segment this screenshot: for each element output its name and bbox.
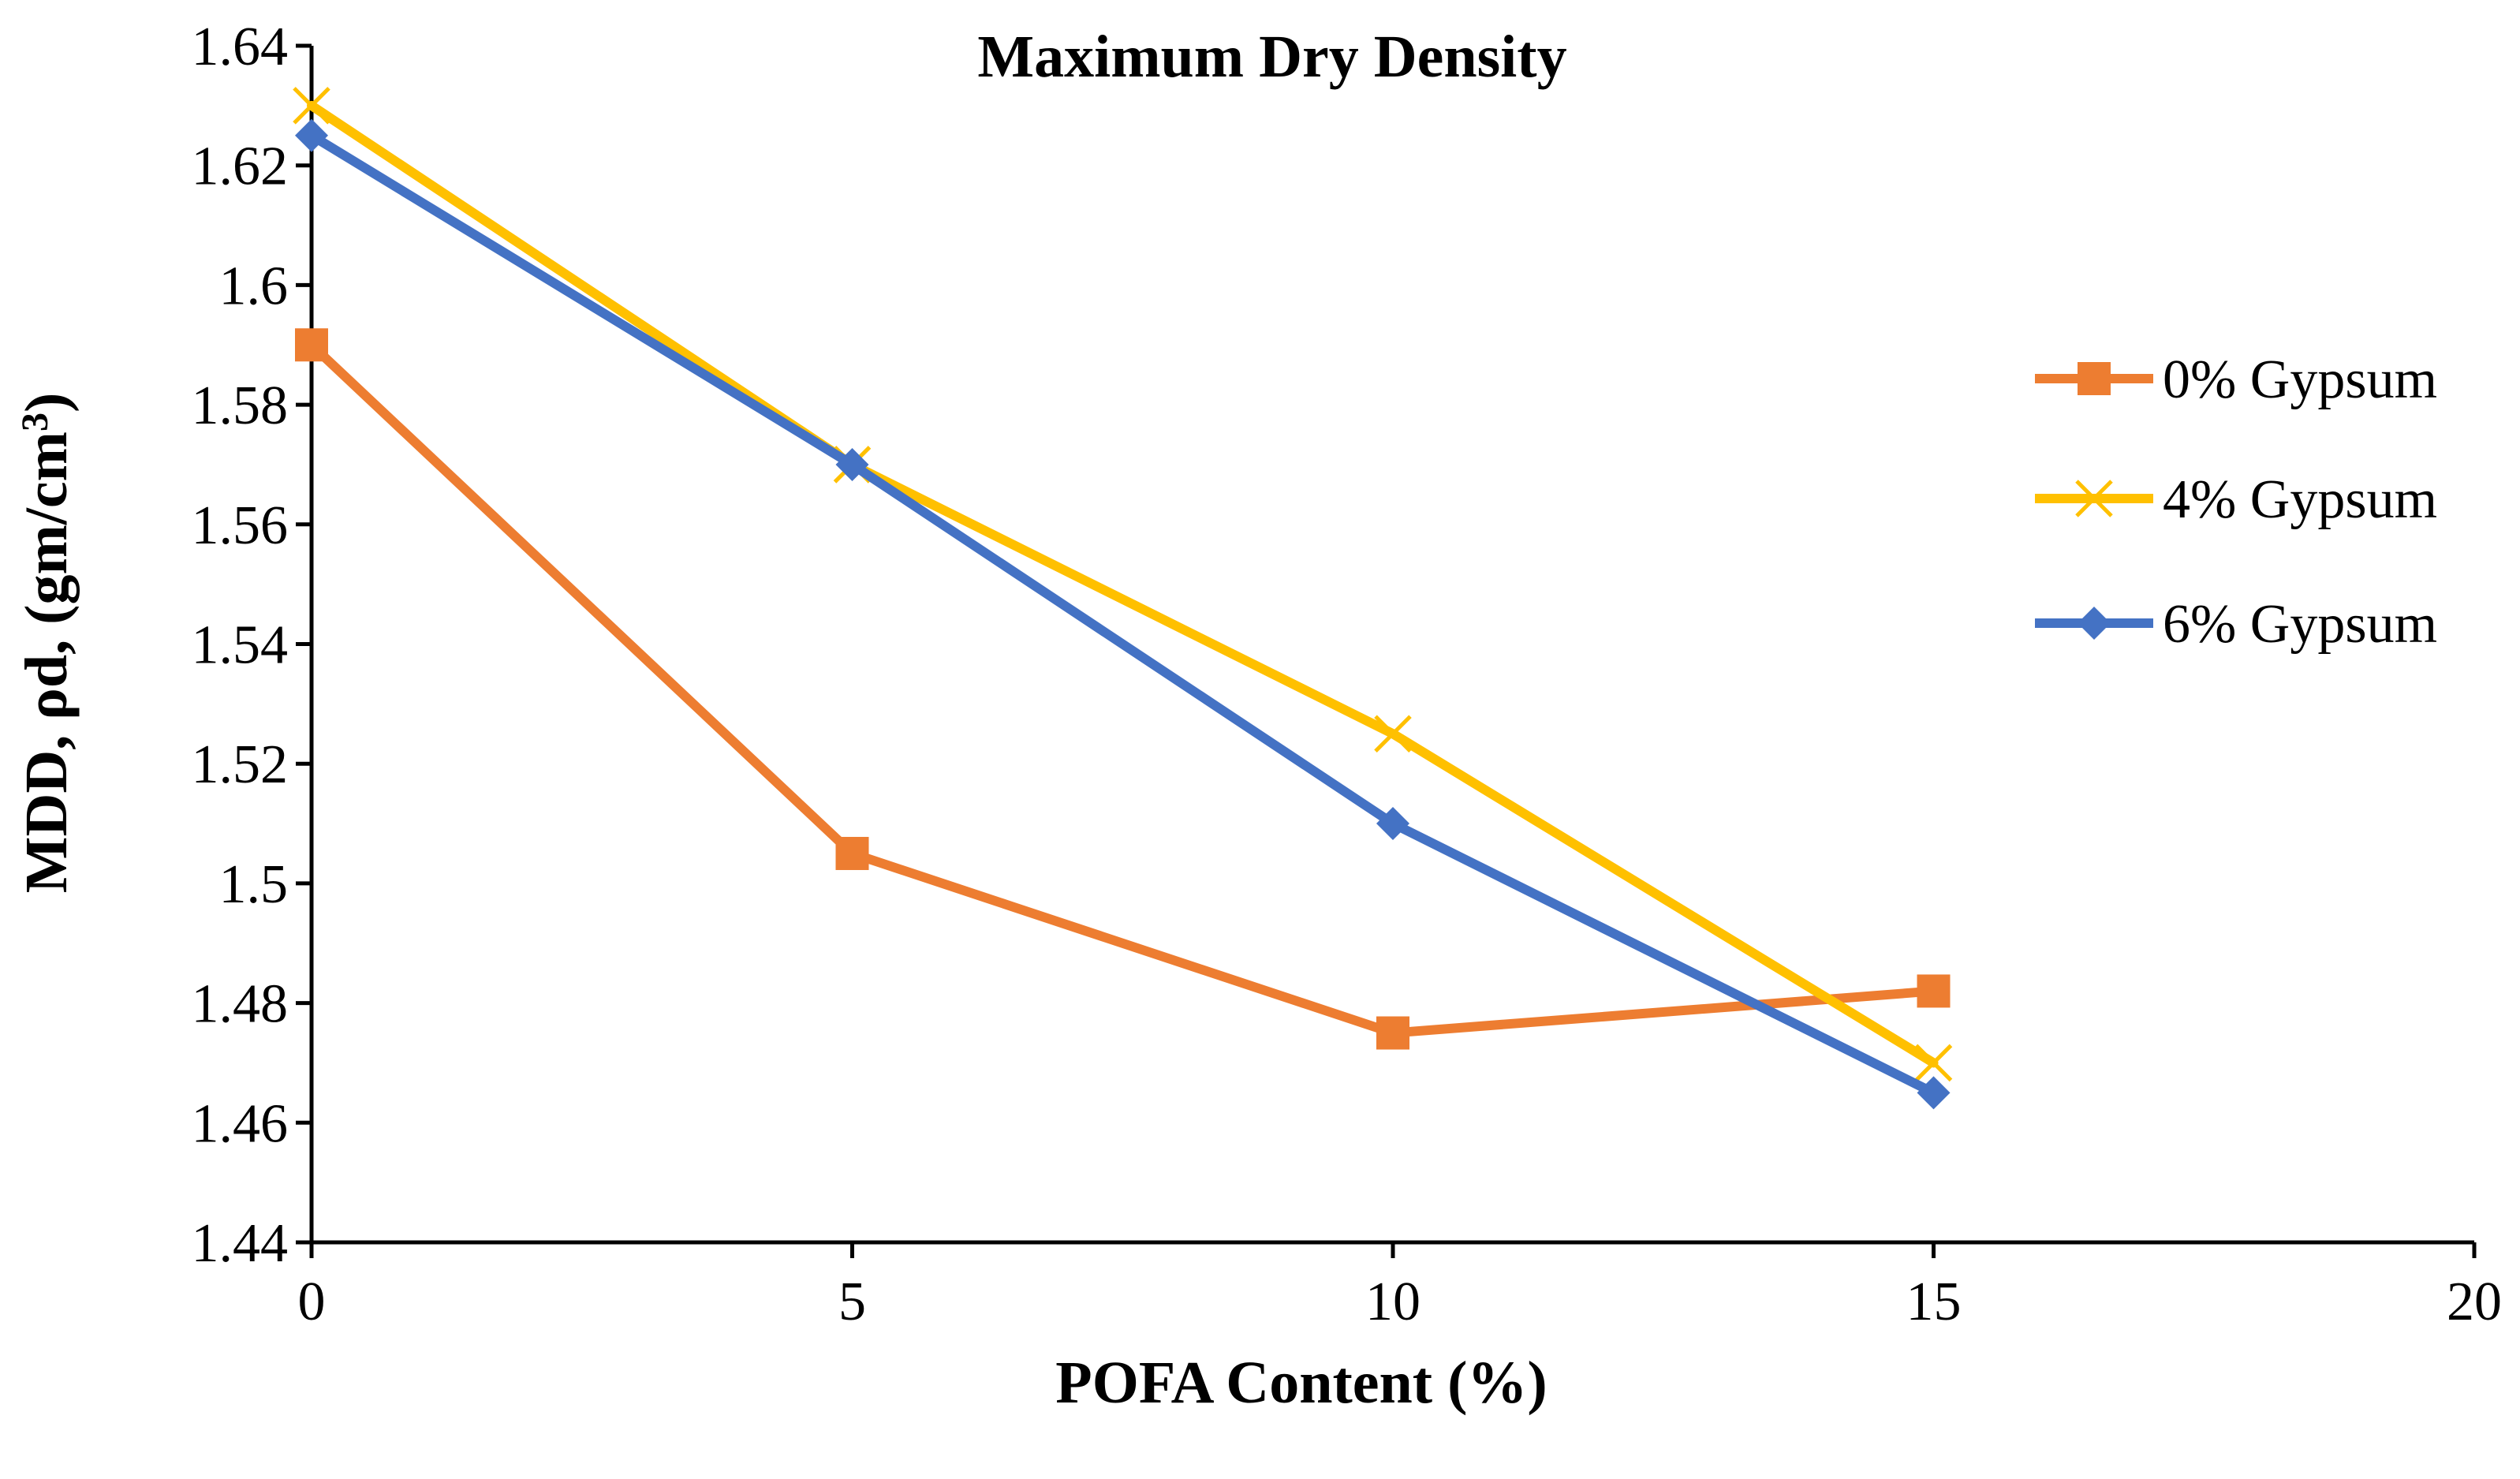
- legend-item: 0% Gypsum: [2035, 349, 2437, 410]
- series-line: [307, 340, 1939, 1038]
- legend-item: 6% Gypsum: [2035, 594, 2437, 655]
- data-point: [1374, 715, 1412, 753]
- series-1: [293, 87, 1953, 1082]
- series-line: [307, 130, 1939, 1098]
- legend-item: 4% Gypsum: [2035, 469, 2437, 530]
- data-point: [295, 328, 328, 362]
- data-point: [295, 118, 328, 152]
- y-axis-title-superscript: 3: [14, 413, 56, 431]
- series-group: [293, 87, 1953, 1110]
- data-point: [1917, 1076, 1951, 1110]
- x-axis-title: POFA Content (%): [1055, 1350, 1547, 1416]
- y-tick-label: 1.46: [192, 1093, 289, 1154]
- y-tick-label: 1.6: [219, 256, 289, 316]
- y-axis-title-main: MDD, ρd, (gm/cm: [13, 431, 80, 893]
- legend-marker: [2078, 362, 2111, 395]
- y-tick-label: 1.44: [192, 1213, 289, 1274]
- legend-label: 4% Gypsum: [2163, 469, 2437, 530]
- y-tick-label: 1.64: [192, 17, 289, 77]
- x-tick-label: 5: [838, 1272, 866, 1332]
- x-axis-ticks: 0 5 10 15 20: [298, 1242, 2502, 1332]
- data-point: [835, 836, 869, 870]
- x-tick-label: 15: [1906, 1272, 1962, 1332]
- y-tick-label: 1.5: [219, 854, 289, 915]
- x-tick-label: 10: [1365, 1272, 1421, 1332]
- legend-marker: [2078, 607, 2111, 640]
- data-point: [1917, 974, 1951, 1008]
- y-tick-label: 1.56: [192, 495, 289, 556]
- series-2: [295, 118, 1951, 1110]
- legend-marker: [2075, 480, 2113, 517]
- series-line: [307, 100, 1939, 1068]
- data-point: [835, 447, 869, 481]
- y-tick-label: 1.48: [192, 974, 289, 1035]
- chart-title: Maximum Dry Density: [977, 24, 1566, 90]
- data-point: [293, 87, 330, 125]
- data-point: [1914, 1044, 1953, 1082]
- x-tick-label: 0: [298, 1272, 326, 1332]
- legend: 0% Gypsum 4% Gypsum 6% Gypsum: [2035, 349, 2437, 655]
- data-point: [1376, 807, 1409, 841]
- y-tick-label: 1.62: [192, 136, 289, 197]
- y-tick-label: 1.58: [192, 375, 289, 436]
- y-tick-label: 1.52: [192, 734, 289, 795]
- data-point: [1376, 1016, 1409, 1050]
- y-axis-ticks: 1.44 1.46 1.48 1.5 1.52 1.54 1.56 1.58 1.6 1.62 1.…: [192, 17, 312, 1274]
- legend-label: 6% Gypsum: [2163, 594, 2437, 655]
- y-tick-label: 1.54: [192, 615, 289, 676]
- y-axis-title: MDD, ρd, (gm/cm3): [13, 393, 80, 894]
- series-0: [295, 328, 1951, 1050]
- legend-label: 0% Gypsum: [2163, 349, 2437, 410]
- x-tick-label: 20: [2447, 1272, 2502, 1332]
- y-axis-title-close: ): [13, 393, 80, 413]
